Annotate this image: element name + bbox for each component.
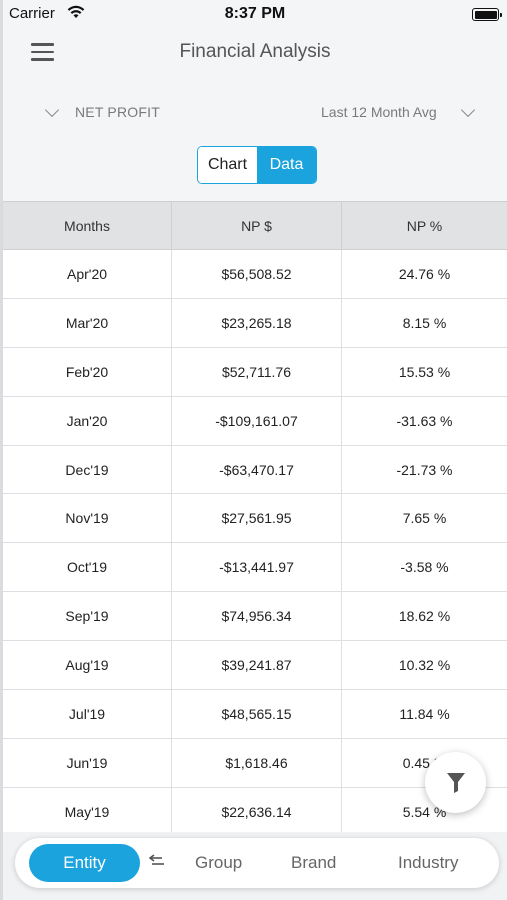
cell-np-percent: 24.76 %: [398, 265, 451, 282]
cell-np-dollars: $74,956.34: [172, 592, 342, 641]
table-row[interactable]: Nov'19 $27,561.95 7.65 %: [3, 494, 507, 544]
table-header: Months NP $ NP %: [3, 201, 507, 250]
table-body: Apr'20 $56,508.52 24.76 % Mar'20 $23,265.18 8…: [3, 250, 507, 837]
filter-icon: [446, 772, 465, 793]
cell-np-dollars: $1,618.46: [172, 738, 342, 787]
period-dropdown[interactable]: Last 12 Month Avg: [321, 101, 475, 123]
nav-brand[interactable]: Brand: [291, 853, 337, 872]
cell-np-dollars: -$63,470.17: [172, 445, 342, 494]
cell-month: Feb'20: [3, 347, 172, 396]
cell-np-percent: -21.73 %: [396, 461, 453, 478]
hamburger-menu-icon[interactable]: [31, 43, 54, 61]
nav-entity[interactable]: Entity: [29, 844, 140, 882]
nav-industry[interactable]: Industry: [398, 853, 459, 872]
chevron-down-icon: [44, 102, 60, 117]
table-row[interactable]: Sep'19 $74,956.34 18.62 %: [3, 592, 507, 642]
filter-button[interactable]: [425, 752, 486, 813]
table-row[interactable]: Jan'20 -$109,161.07 -31.63 %: [3, 396, 507, 446]
cell-np-percent: 8.15 %: [402, 314, 447, 331]
swap-arrows-icon[interactable]: [149, 853, 165, 869]
status-bar: Carrier 8:37 PM: [3, 0, 507, 30]
chevron-down-icon: [460, 102, 475, 117]
table-row[interactable]: Feb'20 $52,711.76 15.53 %: [3, 347, 507, 397]
cell-month: Jun'19: [3, 738, 172, 787]
table-row[interactable]: Mar'20 $23,265.18 8.15 %: [3, 298, 507, 348]
cell-month: Jan'20: [3, 396, 172, 445]
cell-month: Nov'19: [3, 494, 172, 543]
cell-month: Apr'20: [3, 250, 172, 298]
cell-np-percent: -31.63 %: [396, 412, 453, 429]
data-table: Months NP $ NP % Apr'20 $56,508.52 24.76 %…: [3, 201, 507, 837]
cell-month: Mar'20: [3, 298, 172, 347]
bottom-nav: Entity Group Brand Industry: [15, 838, 499, 888]
cell-np-percent: 10.32 %: [398, 657, 451, 674]
cell-month: Sep'19: [3, 592, 172, 641]
table-row[interactable]: Apr'20 $56,508.52 24.76 %: [3, 250, 507, 299]
nav-group[interactable]: Group: [195, 853, 243, 872]
cell-month: Dec'19: [3, 445, 172, 494]
cell-np-percent: -3.58 %: [400, 559, 449, 576]
cell-month: Oct'19: [3, 543, 172, 592]
table-row[interactable]: Oct'19 -$13,441.97 -3.58 %: [3, 543, 507, 593]
cell-np-percent: 5.54 %: [402, 803, 447, 820]
column-header-np-dollars: NP $: [172, 202, 342, 249]
cell-np-dollars: -$13,441.97: [172, 543, 342, 592]
cell-np-dollars: $48,565.15: [172, 690, 342, 738]
table-row[interactable]: Dec'19 -$63,470.17 -21.73 %: [3, 445, 507, 495]
table-row[interactable]: Jul'19 $48,565.15 11.84 %: [3, 690, 507, 739]
column-header-np-percent: NP %: [406, 217, 443, 234]
cell-month: May'19: [3, 787, 172, 836]
column-header-months: Months: [3, 202, 172, 249]
cell-np-dollars: $52,711.76: [172, 347, 342, 396]
wifi-icon: [67, 5, 85, 18]
table-row[interactable]: Aug'19 $39,241.87 10.32 %: [3, 641, 507, 691]
metric-dropdown[interactable]: NET PROFIT: [44, 101, 160, 123]
cell-np-dollars: $39,241.87: [172, 641, 342, 690]
cell-np-dollars: $22,636.14: [172, 787, 342, 836]
metric-dropdown-label: NET PROFIT: [75, 104, 160, 120]
period-dropdown-label: Last 12 Month Avg: [321, 104, 437, 120]
cell-month: Jul'19: [3, 690, 172, 738]
cell-np-dollars: $27,561.95: [172, 494, 342, 543]
page-title: Financial Analysis: [179, 41, 331, 62]
carrier-label: Carrier: [9, 5, 55, 22]
cell-np-percent: 15.53 %: [398, 363, 451, 380]
cell-np-dollars: $23,265.18: [172, 298, 342, 347]
chart-tab[interactable]: Chart: [198, 147, 257, 183]
cell-np-dollars: -$109,161.07: [172, 396, 342, 445]
cell-np-percent: 18.62 %: [398, 608, 451, 625]
cell-np-percent: 11.84 %: [399, 705, 450, 722]
cell-np-dollars: $56,508.52: [172, 250, 342, 298]
clock: 8:37 PM: [224, 5, 286, 22]
battery-icon: [472, 8, 502, 21]
view-toggle: Chart Data: [197, 146, 317, 184]
cell-np-percent: 7.65 %: [402, 510, 447, 527]
table-row[interactable]: Jun'19 $1,618.46 0.45 %: [3, 738, 507, 788]
cell-month: Aug'19: [3, 641, 172, 690]
data-tab[interactable]: Data: [257, 147, 316, 183]
